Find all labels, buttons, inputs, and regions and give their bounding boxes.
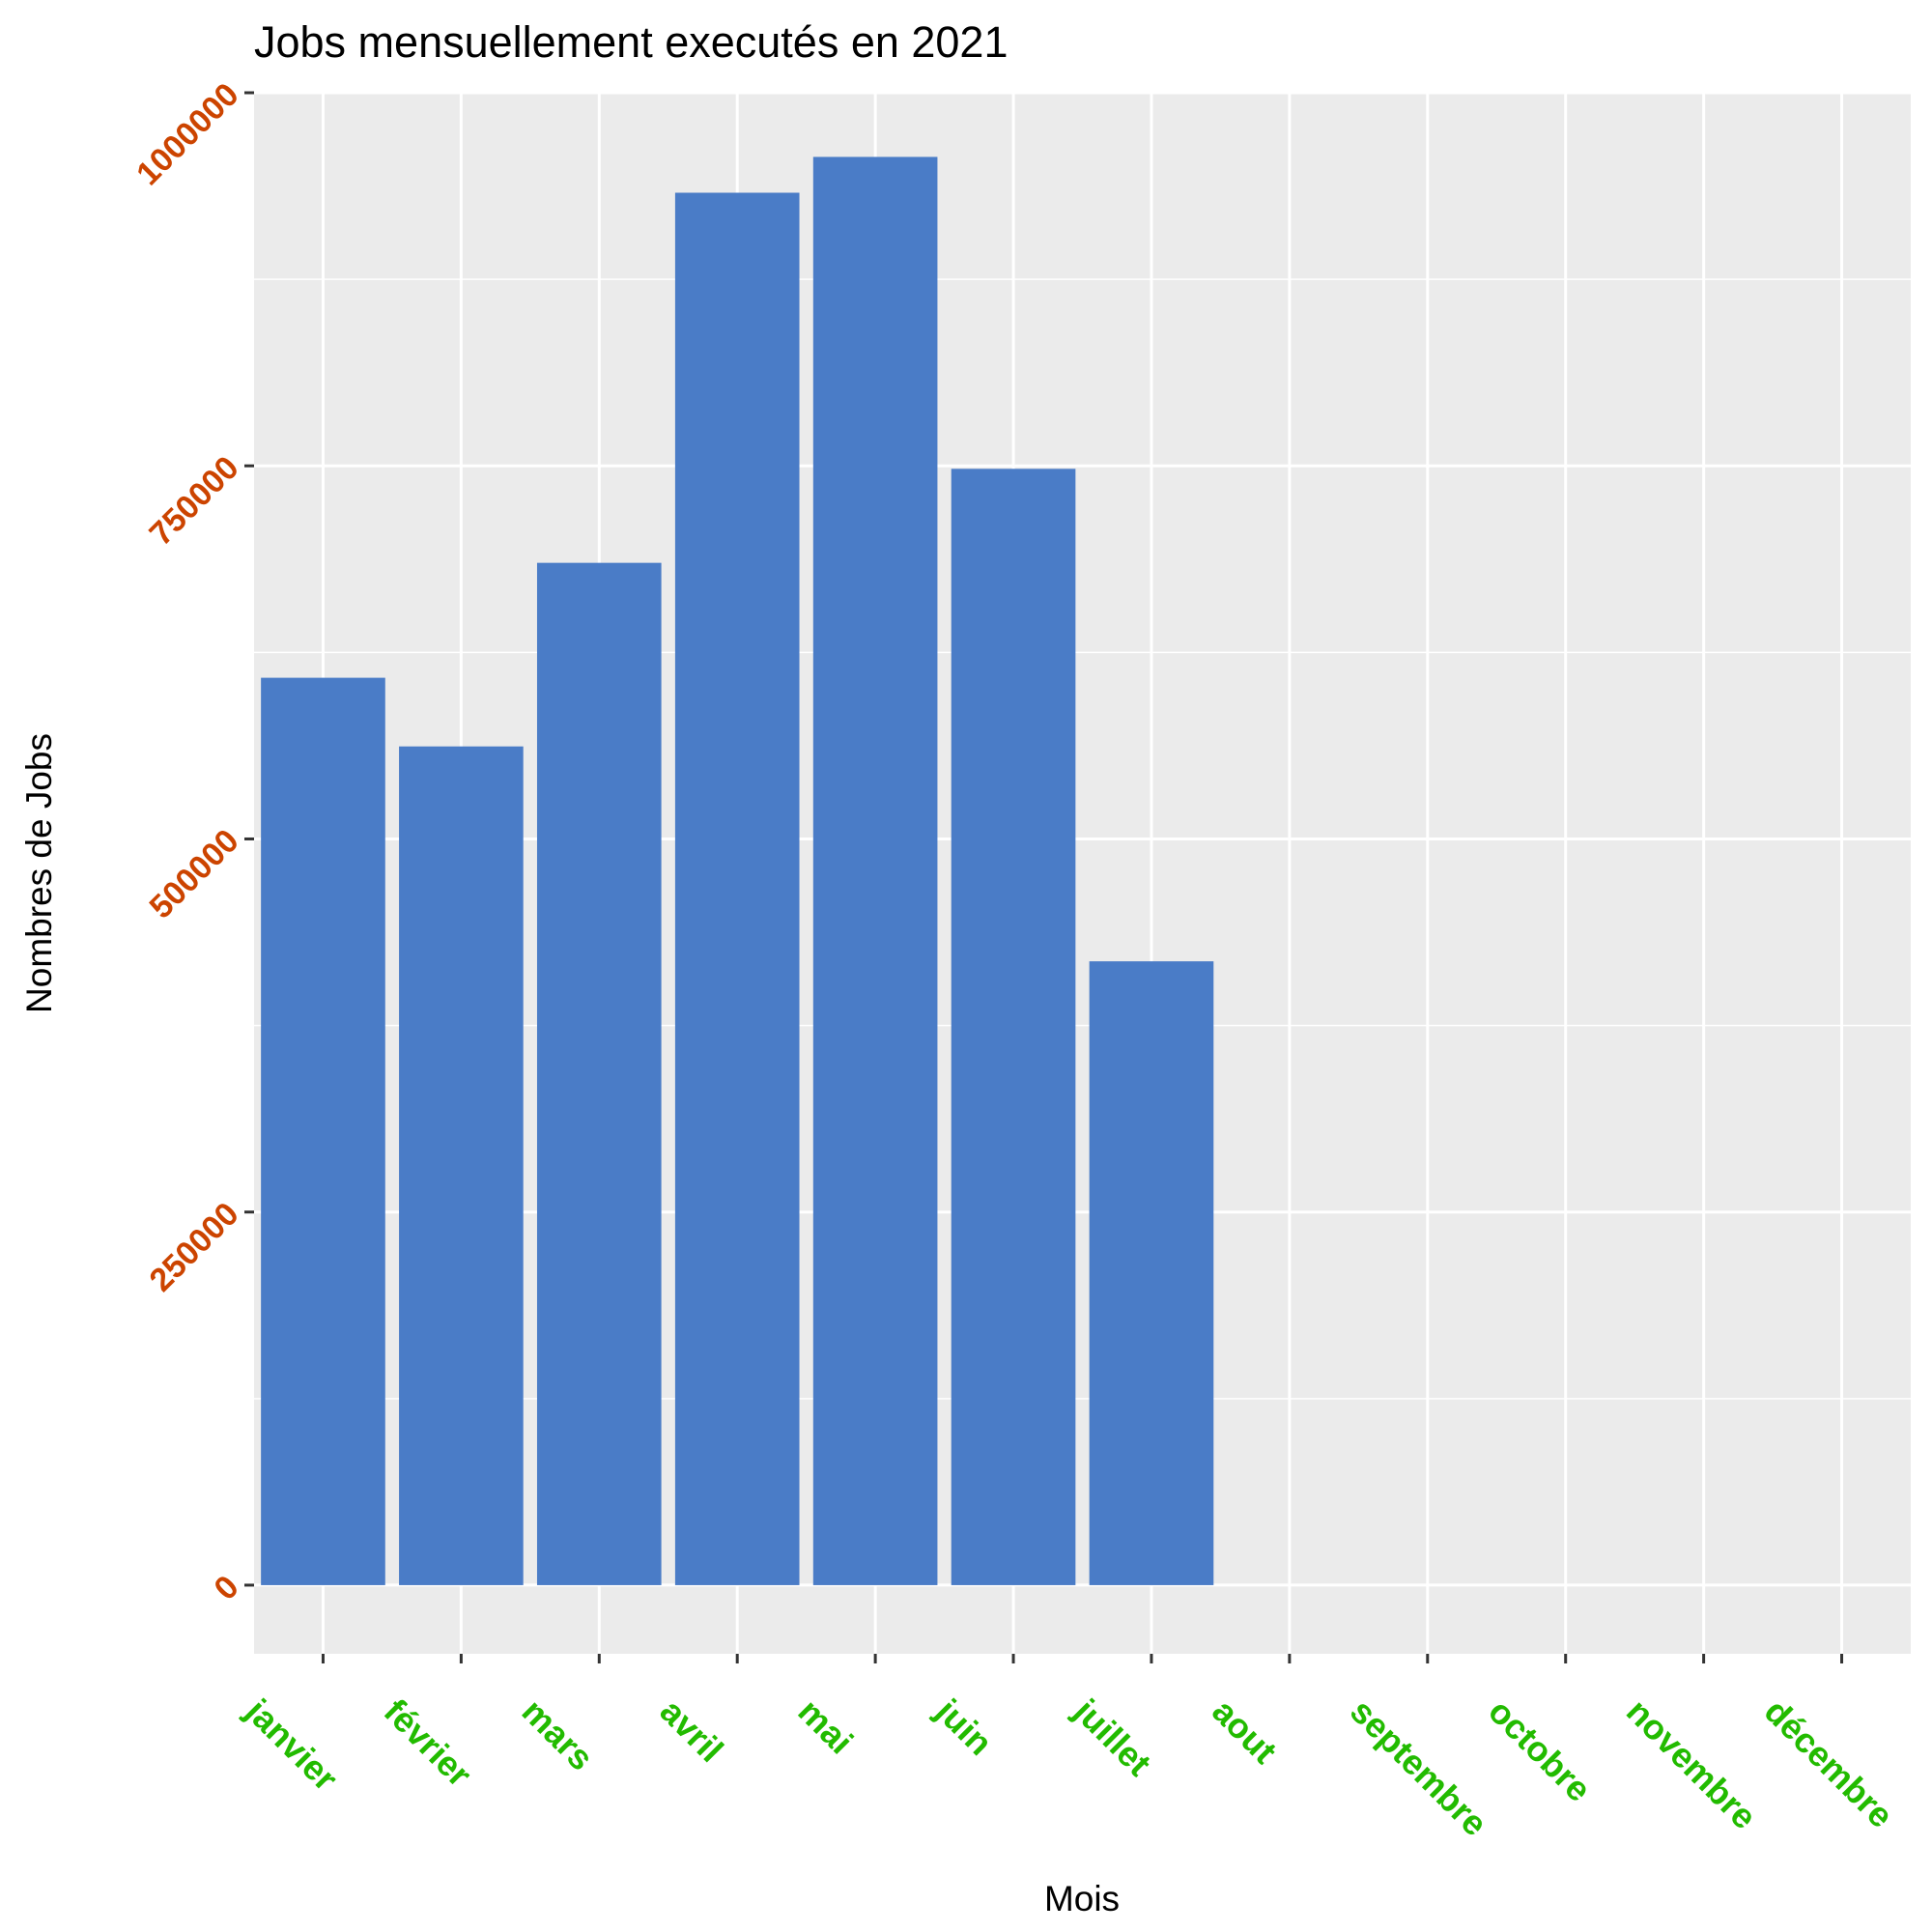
y-tick-label: 0: [207, 1569, 245, 1607]
y-tick-labels: 0 250000 500000 750000 1000000: [129, 76, 245, 1607]
x-tick-label: avril: [653, 1691, 731, 1770]
y-tick-label: 250000: [143, 1195, 246, 1298]
x-tick-label: mai: [790, 1691, 861, 1762]
bar-février: [399, 746, 524, 1585]
x-tick-label: juillet: [1066, 1690, 1159, 1783]
axis-ticks: [244, 91, 1844, 1663]
x-tick-label: mars: [515, 1691, 602, 1778]
bar-juillet: [1089, 961, 1214, 1585]
y-tick-label: 1000000: [129, 76, 245, 192]
bars: [261, 156, 1214, 1585]
x-tick-label: juin: [928, 1690, 1001, 1763]
plot-panel: [254, 93, 1911, 1654]
bar-juin: [951, 469, 1076, 1585]
x-tick-label: novembre: [1619, 1691, 1765, 1837]
x-tick-label: décembre: [1757, 1691, 1901, 1835]
bar-mars: [536, 562, 662, 1585]
x-tick-label: octobre: [1481, 1691, 1599, 1809]
x-tick-label: janvier: [238, 1690, 346, 1799]
x-tick-label: septembre: [1343, 1691, 1495, 1844]
x-tick-label: aout: [1205, 1691, 1285, 1772]
y-tick-label: 750000: [143, 449, 246, 553]
bar-mai: [812, 156, 938, 1585]
y-axis-title: Nombres de Jobs: [19, 733, 59, 1013]
y-tick-label: 500000: [143, 822, 246, 925]
bar-janvier: [261, 677, 385, 1585]
x-axis-title: Mois: [1044, 1879, 1120, 1918]
chart-title: Jobs mensuellement executés en 2021: [254, 17, 1009, 67]
bar-avril: [674, 192, 800, 1585]
x-tick-label: février: [377, 1691, 480, 1795]
x-tick-labels: janvier février mars avril mai juin juillet aou…: [238, 1690, 1901, 1843]
